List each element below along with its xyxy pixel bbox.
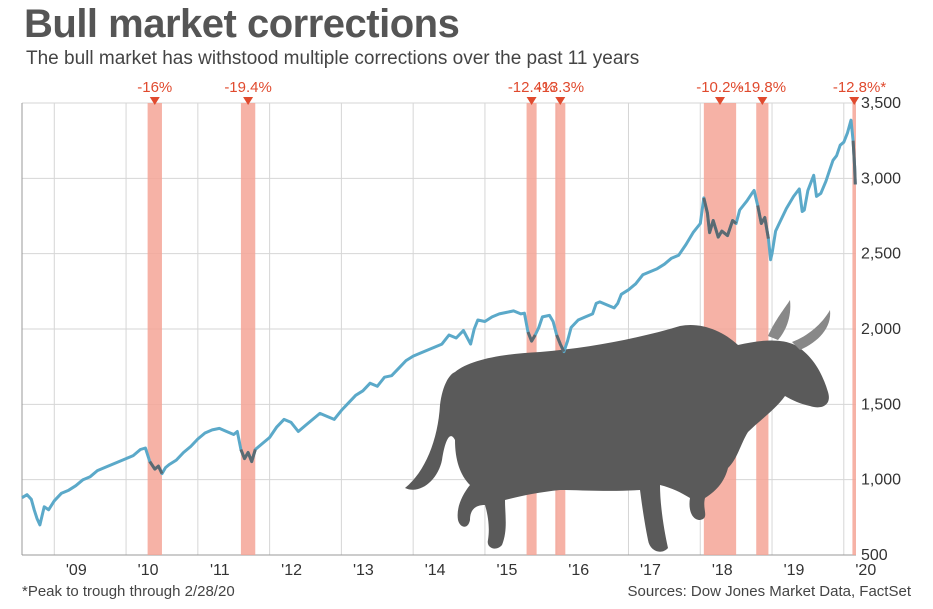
x-tick-label: '16 bbox=[568, 562, 589, 579]
correction-segment bbox=[555, 334, 566, 353]
x-tick-label: '15 bbox=[497, 562, 518, 579]
y-tick-label: 3,500 bbox=[861, 95, 901, 112]
correction-band bbox=[240, 103, 256, 555]
correction-marker bbox=[849, 97, 860, 105]
correction-segment bbox=[756, 205, 770, 239]
correction-label: -19.4% bbox=[224, 79, 272, 96]
x-tick-label: '12 bbox=[281, 562, 302, 579]
correction-segment bbox=[239, 448, 257, 464]
correction-label: -12.8%* bbox=[833, 79, 887, 96]
correction-label: -19.8% bbox=[739, 79, 787, 96]
x-tick-label: '14 bbox=[425, 562, 446, 579]
correction-label: -12.4% bbox=[508, 79, 556, 96]
source-note: Sources: Dow Jones Market Data, FactSet bbox=[627, 583, 911, 600]
correction-segment bbox=[702, 197, 738, 239]
correction-marker bbox=[149, 97, 160, 105]
x-tick-label: '13 bbox=[353, 562, 374, 579]
index-line bbox=[21, 118, 857, 527]
x-axis: '09 '10 '11 '12 '13 '14 '15 '16 '17 '18 '19 '20 bbox=[66, 562, 876, 579]
correction-marker bbox=[526, 97, 537, 105]
correction-band bbox=[852, 103, 856, 555]
y-tick-label: 1,500 bbox=[861, 396, 901, 413]
correction-segment bbox=[526, 331, 537, 343]
correction-band bbox=[756, 103, 769, 555]
correction-segment bbox=[148, 460, 164, 475]
correction-band bbox=[526, 103, 537, 555]
footnote: *Peak to trough through 2/28/20 bbox=[22, 583, 235, 600]
x-tick-label: '18 bbox=[712, 562, 733, 579]
y-axis: 500 1,000 1,500 2,000 2,500 3,000 3,500 bbox=[861, 95, 901, 564]
x-tick-label: '20 bbox=[855, 562, 876, 579]
correction-segment bbox=[851, 140, 857, 185]
x-tick-label: '09 bbox=[66, 562, 87, 579]
y-tick-label: 3,000 bbox=[861, 170, 901, 187]
correction-marker bbox=[243, 97, 254, 105]
y-tick-label: 1,000 bbox=[861, 472, 901, 489]
chart-title: Bull market corrections bbox=[24, 2, 460, 46]
bull-horn-left bbox=[768, 300, 791, 340]
correction-label: -16% bbox=[137, 79, 172, 96]
correction-labels: -16% -19.4% -12.4%-13.3% -10.2%-19.8% -12.8%… bbox=[137, 79, 886, 105]
x-tick-label: '10 bbox=[138, 562, 159, 579]
correction-marker bbox=[714, 97, 725, 105]
x-tick-label: '17 bbox=[640, 562, 661, 579]
correction-band bbox=[555, 103, 566, 555]
y-tick-label: 2,500 bbox=[861, 246, 901, 263]
correction-marker bbox=[757, 97, 768, 105]
chart-subtitle: The bull market has withstood multiple c… bbox=[26, 48, 640, 69]
x-tick-label: '19 bbox=[784, 562, 805, 579]
correction-label: -10.2% bbox=[696, 79, 744, 96]
x-tick-label: '11 bbox=[210, 562, 230, 579]
correction-label: -13.3% bbox=[537, 79, 585, 96]
bull-icon bbox=[405, 300, 831, 552]
y-tick-label: 500 bbox=[861, 547, 888, 564]
correction-band bbox=[147, 103, 162, 555]
y-tick-label: 2,000 bbox=[861, 321, 901, 338]
bull-horn-right bbox=[792, 310, 831, 350]
bull-body bbox=[405, 324, 829, 552]
correction-marker bbox=[555, 97, 566, 105]
